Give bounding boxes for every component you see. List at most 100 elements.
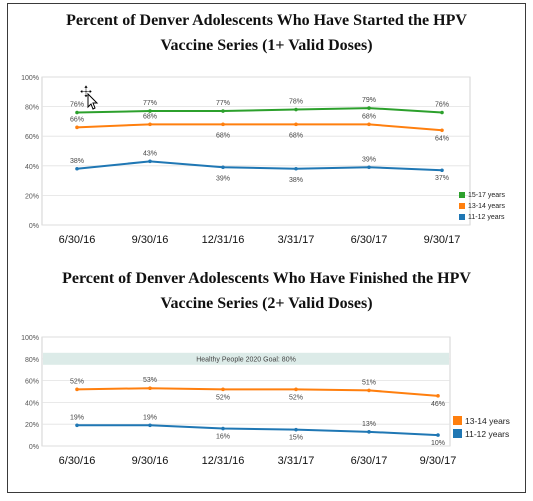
chart-1-legend-swatch: [459, 203, 465, 209]
chart-1-title: Percent of Denver Adolescents Who Have S…: [0, 8, 533, 58]
chart-1-data-label: 43%: [143, 150, 157, 157]
chart-1-data-point: [440, 168, 444, 173]
chart-2-data-point: [294, 427, 298, 432]
chart-2-legend-swatch: [453, 429, 462, 438]
chart-1-data-label: 66%: [70, 116, 84, 123]
chart-2-y-tick-label: 20%: [25, 422, 39, 429]
chart-1-legend-swatch: [459, 214, 465, 220]
chart-1-y-tick-label: 20%: [25, 193, 39, 200]
chart-2-x-tick-label: 9/30/16: [132, 455, 169, 467]
chart-2-data-label: 19%: [143, 414, 157, 421]
chart-2-data-point: [221, 426, 225, 431]
chart-1-data-point: [367, 122, 371, 127]
chart-1-data-point: [221, 122, 225, 127]
chart-2-y-tick-label: 40%: [25, 400, 39, 407]
chart-1-data-label: 39%: [362, 156, 376, 163]
chart-2-goal-band-label: Healthy People 2020 Goal: 80%: [196, 356, 296, 363]
chart-2-y-tick-label: 0%: [29, 444, 39, 451]
chart-1-x-tick-label: 9/30/16: [132, 234, 169, 246]
chart-1-y-tick-label: 0%: [29, 223, 39, 230]
chart-2-y-tick-label: 80%: [25, 357, 39, 364]
chart-1-series-line: [76, 107, 443, 114]
chart-2-data-label: 10%: [431, 440, 445, 447]
chart-2-data-point: [367, 388, 371, 393]
chart-1-x-tick-label: 3/31/17: [278, 234, 315, 246]
chart-2-data-label: 52%: [289, 394, 303, 401]
chart-2-data-label: 16%: [216, 434, 230, 441]
chart-1-data-point: [367, 165, 371, 170]
chart-1-data-label: 68%: [362, 113, 376, 120]
chart-2-data-label: 53%: [143, 377, 157, 384]
chart-1-title-line-1: Percent of Denver Adolescents Who Have S…: [66, 12, 467, 29]
chart-2-x-tick-label: 6/30/16: [59, 455, 96, 467]
chart-1-data-label: 77%: [216, 100, 230, 107]
chart-2-title-line-2: Vaccine Series (2+ Valid Doses): [160, 295, 373, 312]
chart-1-data-point: [75, 166, 79, 171]
chart-1-title-line-2: Vaccine Series (1+ Valid Doses): [160, 37, 373, 54]
chart-1-data-label: 64%: [435, 135, 449, 142]
chart-2-data-label: 51%: [362, 379, 376, 386]
chart-2-series-line: [76, 387, 439, 397]
chart-2-legend-swatch: [453, 416, 462, 425]
chart-1-data-point: [440, 128, 444, 133]
chart-1-data-label: 38%: [289, 177, 303, 184]
chart-2-goal-band: [43, 352, 449, 365]
chart-2-data-point: [75, 387, 79, 392]
chart-1-x-tick-label: 9/30/17: [424, 234, 461, 246]
chart-1-data-point: [75, 110, 79, 115]
chart-frame: [7, 3, 526, 493]
chart-2-y-tick-label: 100%: [21, 335, 39, 342]
chart-2-data-point: [367, 430, 371, 434]
chart-2-data-label: 13%: [362, 421, 376, 428]
chart-1-data-label: 37%: [435, 175, 449, 182]
chart-2-data-label: 19%: [70, 414, 84, 421]
chart-2-data-point: [436, 394, 440, 398]
chart-2-series-line: [77, 424, 439, 437]
chart-2-x-tick-label: 6/30/17: [351, 455, 388, 467]
chart-1-plot-area: [41, 76, 471, 226]
chart-2-title-line-1: Percent of Denver Adolescents Who Have F…: [62, 270, 471, 287]
chart-2-legend-label: 11-12 years: [465, 429, 509, 439]
chart-1-data-point: [75, 125, 79, 130]
chart-1-data-label: 68%: [289, 132, 303, 139]
chart-1-data-point: [294, 107, 298, 112]
chart-2-data-label: 52%: [70, 378, 84, 385]
chart-2-x-tick-label: 12/31/16: [202, 455, 245, 467]
chart-2-data-point: [221, 387, 225, 392]
chart-1-data-label: 79%: [362, 97, 376, 104]
chart-1-x-tick-label: 6/30/16: [59, 234, 96, 246]
chart-1-legend-label: 11-12 years: [468, 214, 505, 221]
chart-1-x-tick-label: 6/30/17: [351, 234, 388, 246]
chart-2-data-label: 15%: [289, 435, 303, 442]
chart-2-data-point: [148, 423, 152, 428]
chart-1-data-label: 68%: [216, 132, 230, 139]
chart-1-legend-swatch: [459, 192, 465, 198]
chart-1-data-label: 76%: [70, 102, 84, 109]
chart-2-data-label: 52%: [216, 394, 230, 401]
chart-1-data-label: 38%: [70, 158, 84, 165]
chart-1-x-tick-label: 12/31/16: [202, 234, 245, 246]
chart-1-y-tick-label: 80%: [25, 105, 39, 112]
chart-1-data-point: [440, 110, 444, 115]
chart-1-data-point: [148, 159, 152, 164]
chart-1-data-point: [367, 106, 371, 110]
chart-2-data-point: [75, 423, 79, 428]
chart-1-data-point: [221, 109, 225, 113]
chart-2-data-point: [148, 386, 152, 391]
chart-2-data-point: [294, 387, 298, 392]
chart-1-data-label: 39%: [216, 175, 230, 182]
chart-1-data-point: [221, 165, 225, 170]
chart-2-data-point: [436, 433, 440, 437]
chart-1-data-label: 77%: [143, 100, 157, 107]
chart-1-y-tick-label: 60%: [25, 134, 39, 141]
chart-2-legend-label: 13-14 years: [465, 416, 510, 426]
chart-1-data-point: [294, 122, 298, 127]
chart-1-data-label: 68%: [143, 113, 157, 120]
chart-1-data-label: 78%: [289, 99, 303, 106]
chart-1-data-point: [148, 109, 152, 113]
chart-2-x-tick-label: 9/30/17: [420, 455, 457, 467]
chart-1-data-point: [148, 122, 152, 127]
chart-2-title: Percent of Denver Adolescents Who Have F…: [0, 266, 533, 316]
chart-1-legend-label: 13-14 years: [468, 203, 505, 210]
